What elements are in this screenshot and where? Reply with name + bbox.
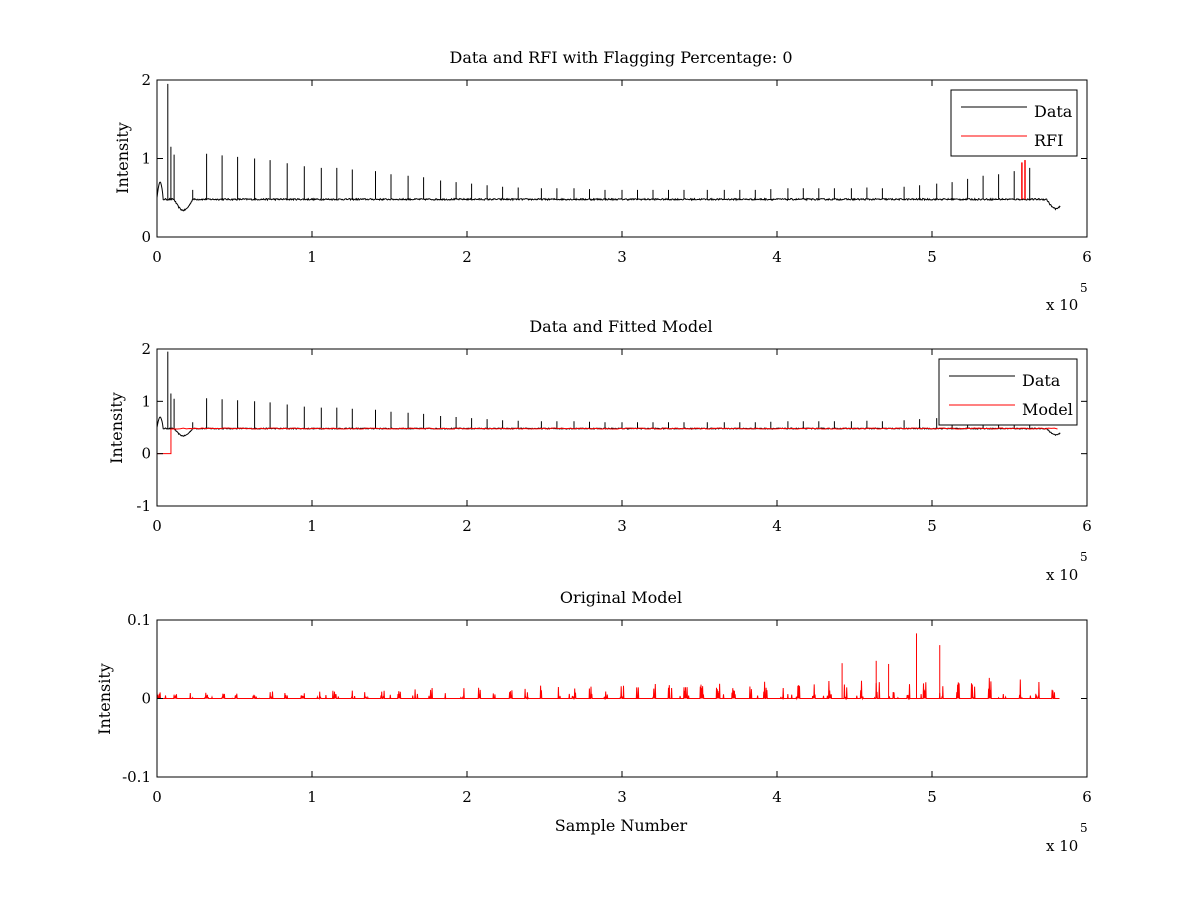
panel-1-legend-label-rfi: RFI <box>1034 131 1063 150</box>
panel-3: Original Model Intensity 0 1 2 3 4 5 6-0.100.1… <box>95 588 1092 855</box>
panel-3-x-tick-label: 6 <box>1082 788 1092 806</box>
panel-1-x-tick-label: 4 <box>772 248 782 266</box>
panel-3-title: Original Model <box>560 588 682 607</box>
panel-2-legend-label-model: Model <box>1022 400 1073 419</box>
panel-1-ticks: 0 1 2 3 4 5 6 0 1 2 <box>141 71 1091 266</box>
panel-1-x-tick-label: 5 <box>927 248 937 266</box>
panel-2-x-tick-label: 6 <box>1082 517 1092 535</box>
panel-2-y-tick-label: 1 <box>141 392 151 410</box>
panel-3-x-tick-label: 1 <box>307 788 317 806</box>
panel-1-legend-label-data: Data <box>1034 102 1073 121</box>
panel-2-x-tick-label: 2 <box>462 517 472 535</box>
panel-3-y-tick-label: -0.1 <box>122 768 151 786</box>
panel-3-series-original-model <box>156 677 1060 701</box>
panel-1-y-tick-label: 1 <box>141 150 151 168</box>
panel-2-series-model <box>157 427 1058 455</box>
panel-2-legend-box <box>938 358 1078 426</box>
panel-1-x-multiplier: x 10 <box>1046 296 1078 314</box>
panel-1-series-data <box>156 83 1061 212</box>
panel-1-x-tick-label: 0 <box>152 248 162 266</box>
panel-2-title: Data and Fitted Model <box>529 317 712 336</box>
panel-2-y-tick-label: -1 <box>136 497 151 515</box>
panel-3-ylabel: Intensity <box>95 663 114 735</box>
panel-1-x-tick-label: 3 <box>617 248 627 266</box>
panel-3-plot-area <box>156 633 1060 701</box>
panel-3-x-tick-label: 2 <box>462 788 472 806</box>
panel-3-x-tick-label: 0 <box>152 788 162 806</box>
panel-3-xlabel: Sample Number <box>555 816 688 835</box>
panel-2-x-tick-label: 5 <box>927 517 937 535</box>
panel-2-x-tick-label: 0 <box>152 517 162 535</box>
panel-3-x-tick-label: 3 <box>617 788 627 806</box>
panel-2-x-multiplier: x 10 <box>1046 566 1078 584</box>
panel-3-x-multiplier-exponent: 5 <box>1080 821 1088 835</box>
panel-1-y-tick-label: 2 <box>141 71 151 89</box>
panel-2-ylabel: Intensity <box>107 392 126 464</box>
panel-2-plot-area <box>156 351 1061 455</box>
panel-2-x-tick-label: 1 <box>307 517 317 535</box>
panel-3-x-tick-label: 5 <box>927 788 937 806</box>
panel-1-x-tick-label: 1 <box>307 248 317 266</box>
panel-1-y-tick-label: 0 <box>141 228 151 246</box>
panel-1-x-tick-label: 6 <box>1082 248 1092 266</box>
panel-1-x-multiplier-exponent: 5 <box>1080 281 1088 295</box>
panel-3-x-tick-label: 4 <box>772 788 782 806</box>
panel-3-y-tick-label: 0.1 <box>127 611 151 629</box>
panel-2-y-tick-label: 0 <box>141 445 151 463</box>
panel-3-x-multiplier: x 10 <box>1046 837 1078 855</box>
panel-3-y-tick-label: 0 <box>141 690 151 708</box>
panel-2-x-tick-label: 3 <box>617 517 627 535</box>
panel-2-legend-label-data: Data <box>1022 371 1061 390</box>
panel-3-ticks: 0 1 2 3 4 5 6-0.100.1 <box>122 611 1092 806</box>
panel-1-legend: Data RFI <box>950 89 1078 157</box>
panel-2-legend: Data Model <box>938 358 1078 426</box>
panel-2-x-tick-label: 4 <box>772 517 782 535</box>
panel-2-x-multiplier-exponent: 5 <box>1080 550 1088 564</box>
panel-1-title: Data and RFI with Flagging Percentage: 0 <box>449 48 792 67</box>
panel-2: Data and Fitted Model Intensity 0 1 2 3 4 5 6 -… <box>107 317 1092 584</box>
panel-2-y-tick-label: 2 <box>141 340 151 358</box>
panel-1: Data and RFI with Flagging Percentage: 0… <box>113 48 1092 314</box>
panel-1-x-tick-label: 2 <box>462 248 472 266</box>
panel-1-ylabel: Intensity <box>113 122 132 194</box>
panel-1-plot-area <box>156 83 1061 212</box>
panel-1-legend-box <box>950 89 1078 157</box>
